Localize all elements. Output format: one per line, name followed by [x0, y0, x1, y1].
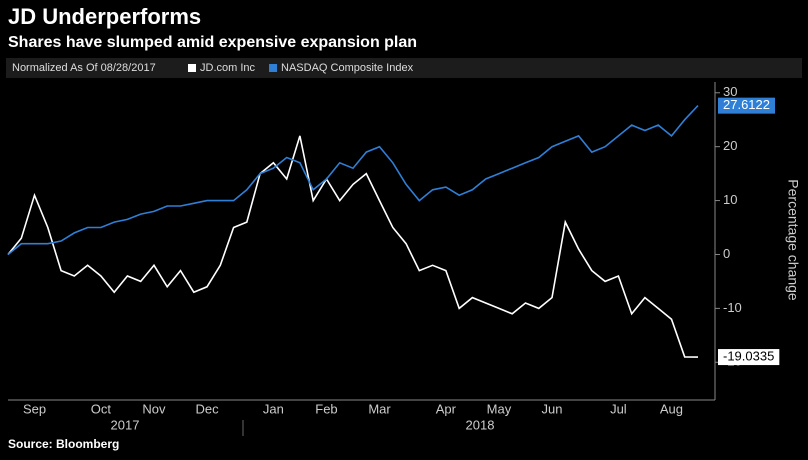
x-tick-label: Nov [142, 401, 166, 416]
x-tick-label: Aug [660, 401, 683, 416]
x-tick-label: Jul [610, 401, 627, 416]
legend-swatch [188, 64, 196, 72]
y-tick-label: 10 [723, 192, 737, 207]
year-label: 2017 [111, 417, 140, 432]
chart-title: JD Underperforms [8, 4, 201, 29]
chart-subtitle: Shares have slumped amid expensive expan… [8, 34, 417, 51]
end-value-box [718, 349, 780, 366]
y-tick-label: 30 [723, 84, 737, 99]
end-value-label: -19.0335 [723, 348, 774, 363]
legend-bar [6, 58, 802, 78]
y-axis-label: Percentage change [785, 179, 801, 301]
series-line [7, 135, 699, 358]
x-tick-label: Jan [263, 401, 284, 416]
y-tick-label: 20 [723, 138, 737, 153]
y-tick-label: 0 [723, 246, 730, 261]
legend-label: JD.com Inc [200, 62, 256, 74]
year-label: 2018 [466, 417, 495, 432]
legend-swatch [269, 64, 278, 72]
x-tick-label: Sep [23, 401, 46, 416]
source: Source: Bloomberg [8, 437, 119, 451]
x-tick-label: Jun [542, 401, 563, 416]
series-line [7, 105, 699, 256]
legend-label: NASDAQ Composite Index [281, 62, 414, 74]
x-tick-label: May [487, 401, 512, 416]
y-tick-label: -10 [723, 300, 742, 315]
legend-note: Normalized As Of 08/28/2017 [12, 62, 156, 74]
x-tick-label: Oct [91, 401, 112, 416]
x-tick-label: Apr [436, 401, 457, 416]
x-tick-label: Feb [315, 401, 337, 416]
end-value-label: 27.6122 [723, 97, 770, 112]
end-value-box [718, 97, 775, 114]
x-tick-label: Dec [195, 401, 219, 416]
x-tick-label: Mar [368, 401, 391, 416]
